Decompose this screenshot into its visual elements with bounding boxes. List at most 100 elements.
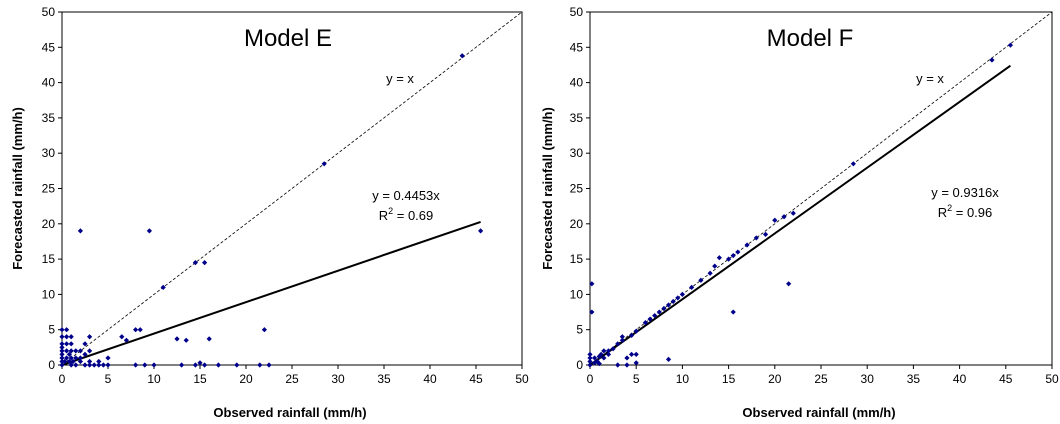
data-point	[105, 355, 111, 361]
data-point	[77, 348, 83, 354]
data-point	[70, 358, 76, 365]
data-point	[726, 256, 732, 262]
x-tick-label: 40	[953, 372, 967, 386]
data-point	[202, 362, 208, 368]
y-axis-title: Forecasted rainfall (mm/h)	[10, 107, 25, 270]
data-point	[82, 362, 88, 368]
regression-line	[589, 64, 1011, 366]
data-point	[601, 348, 607, 354]
reference-line-label: y = x	[916, 71, 944, 86]
reference-line-label: y = x	[386, 71, 414, 86]
data-point	[59, 355, 65, 361]
x-tick-label: 20	[239, 372, 253, 386]
chart-title: Model F	[767, 25, 854, 52]
fit-r-squared: R2 = 0.96	[938, 203, 993, 220]
x-tick-label: 50	[1045, 372, 1059, 386]
y-tick-label: 45	[570, 40, 584, 54]
data-point	[68, 355, 74, 361]
y-tick-label: 0	[576, 358, 583, 372]
data-point	[215, 362, 221, 368]
data-point	[62, 358, 68, 365]
data-point	[628, 332, 635, 338]
x-tick-label: 30	[331, 372, 345, 386]
r-value: = 0.69	[393, 208, 433, 223]
data-point	[123, 337, 129, 343]
data-point	[100, 362, 106, 368]
data-point	[596, 360, 602, 367]
x-tick-label: 10	[147, 372, 161, 386]
data-point	[670, 298, 676, 305]
x-tick-label: 50	[515, 372, 529, 386]
fit-equation: y = 0.4453x	[372, 188, 440, 203]
x-tick-label: 45	[999, 372, 1013, 386]
data-point	[160, 284, 166, 290]
y-tick-label: 25	[570, 182, 584, 196]
data-point	[77, 228, 83, 234]
data-point	[772, 217, 778, 223]
y-tick-label: 5	[576, 323, 583, 337]
data-point	[605, 351, 612, 358]
data-point	[197, 360, 203, 366]
data-point	[753, 235, 759, 241]
data-point	[179, 362, 185, 368]
y-tick-label: 50	[570, 5, 584, 19]
data-point	[96, 362, 102, 368]
chart-model-f: 0 5 10 15 20 25 30 35 40 45 50 0 5 10 15 20 25 30 35 40 45 50…	[540, 5, 1059, 420]
data-point	[850, 161, 856, 167]
r-value: = 0.96	[952, 205, 992, 220]
y-tick-label: 35	[570, 111, 584, 125]
data-point	[64, 334, 70, 340]
data-point	[59, 351, 65, 358]
data-point	[66, 358, 72, 365]
r-superscript: 2	[388, 206, 393, 216]
data-point	[119, 334, 125, 340]
x-tick-label: 0	[59, 372, 66, 386]
chart-model-e: 0 5 10 15 20 25 30 35 40 45 50 0 5 10 15 20 25 30 35 40 45 50…	[10, 5, 529, 420]
data-point	[592, 355, 598, 361]
data-point	[459, 53, 465, 59]
fit-equation: y = 0.9316x	[931, 185, 999, 200]
regression-line	[61, 221, 481, 366]
x-tick-label: 5	[633, 372, 640, 386]
data-point	[628, 351, 635, 358]
chart-title: Model E	[244, 25, 332, 52]
data-point	[68, 362, 74, 368]
r-superscript: 2	[947, 203, 952, 213]
y-tick-label: 0	[48, 358, 55, 372]
y-tick-label: 45	[42, 40, 56, 54]
data-point	[68, 348, 74, 354]
data-point	[59, 358, 65, 365]
data-point	[73, 348, 79, 354]
data-point	[96, 358, 102, 365]
x-tick-label: 40	[423, 372, 437, 386]
x-tick-label: 35	[907, 372, 921, 386]
data-point	[633, 328, 639, 334]
data-point	[87, 348, 93, 354]
data-point	[192, 260, 198, 266]
data-point	[587, 355, 593, 361]
data-point	[59, 327, 65, 333]
data-point	[257, 362, 263, 368]
y-tick-label: 5	[48, 323, 55, 337]
data-point	[712, 263, 718, 269]
data-point	[762, 231, 769, 237]
data-point	[59, 362, 65, 368]
x-tick-label: 5	[105, 372, 112, 386]
data-point	[790, 210, 796, 216]
data-point	[59, 334, 65, 340]
data-point	[1007, 42, 1014, 48]
data-point	[183, 337, 189, 343]
data-point	[59, 341, 65, 347]
x-axis-title: Observed rainfall (mm/h)	[742, 405, 895, 420]
data-point	[698, 277, 704, 283]
y-axis-title: Forecasted rainfall (mm/h)	[540, 107, 555, 270]
data-point	[87, 358, 93, 365]
x-tick-label: 15	[722, 372, 736, 386]
data-point	[133, 327, 139, 333]
data-point	[234, 362, 240, 368]
data-point	[64, 355, 70, 361]
data-point	[87, 362, 93, 368]
data-point	[321, 161, 327, 167]
data-point	[77, 355, 83, 361]
